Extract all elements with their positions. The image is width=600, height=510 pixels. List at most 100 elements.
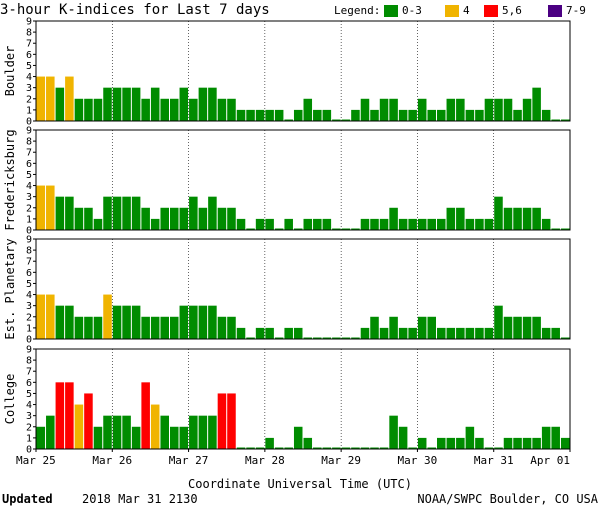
bar-college-33 <box>351 447 360 449</box>
bar-fredericksburg-18 <box>208 196 217 230</box>
bar-boulder-19 <box>217 98 227 121</box>
bar-fredericksburg-23 <box>255 218 265 230</box>
bar-fredericksburg-14 <box>170 207 179 230</box>
bar-boulder-43 <box>446 98 456 121</box>
bar-est-planetary-0 <box>36 294 46 339</box>
bar-est-planetary-34 <box>360 327 370 339</box>
y-tick-label-est-planetary-0: 0 <box>26 335 32 346</box>
x-tick-label-mar-26: Mar 26 <box>92 454 132 467</box>
bar-boulder-14 <box>170 98 179 121</box>
y-tick-label-boulder-3: 3 <box>26 83 32 94</box>
bar-fredericksburg-7 <box>103 196 112 230</box>
legend-swatch-7-9 <box>548 5 562 17</box>
bar-fredericksburg-52 <box>532 207 541 230</box>
bar-est-planetary-18 <box>208 305 217 339</box>
bar-boulder-23 <box>255 109 265 121</box>
bar-college-23 <box>255 447 265 449</box>
bar-est-planetary-52 <box>532 316 541 339</box>
bar-fredericksburg-30 <box>322 218 332 230</box>
bar-boulder-38 <box>398 109 408 121</box>
bar-college-55 <box>560 437 570 449</box>
legend-label: Legend: <box>334 4 380 17</box>
bar-college-11 <box>141 382 150 449</box>
bar-boulder-18 <box>208 87 217 121</box>
legend-item-0-3: 0-3 <box>402 4 422 17</box>
bar-boulder-51 <box>522 98 532 121</box>
bar-fredericksburg-31 <box>332 228 341 230</box>
panel-frame-est-planetary <box>35 238 571 340</box>
bar-est-planetary-36 <box>379 327 389 339</box>
y-tick-label-college-5: 5 <box>26 389 32 400</box>
y-tick-label-est-planetary-7: 7 <box>26 257 32 268</box>
x-tick-label-mar-29: Mar 29 <box>321 454 361 467</box>
y-tick-label-est-planetary-1: 1 <box>26 323 32 334</box>
bar-boulder-36 <box>379 98 389 121</box>
bar-est-planetary-23 <box>255 327 265 339</box>
bar-college-44 <box>456 437 465 449</box>
y-tick-label-est-planetary-4: 4 <box>26 290 32 301</box>
bar-boulder-25 <box>274 109 284 121</box>
bar-boulder-22 <box>246 109 255 121</box>
bar-boulder-3 <box>65 76 74 121</box>
bar-boulder-8 <box>112 87 122 121</box>
bar-est-planetary-14 <box>170 316 179 339</box>
bar-boulder-39 <box>408 109 417 121</box>
bar-college-48 <box>494 447 503 449</box>
bar-college-13 <box>160 415 169 449</box>
bar-est-planetary-40 <box>417 316 427 339</box>
x-tick-label-mar-27: Mar 27 <box>169 454 209 467</box>
bar-est-planetary-48 <box>494 305 503 339</box>
bar-college-45 <box>465 426 475 449</box>
bar-fredericksburg-19 <box>217 207 227 230</box>
y-tick-label-boulder-7: 7 <box>26 39 32 50</box>
bar-boulder-0 <box>36 76 46 121</box>
y-tick-label-boulder-4: 4 <box>26 72 32 83</box>
y-tick-label-fredericksburg-5: 5 <box>26 170 32 181</box>
bar-college-28 <box>303 437 313 449</box>
y-tick-label-boulder-0: 0 <box>26 117 32 128</box>
bar-fredericksburg-53 <box>541 218 551 230</box>
y-tick-label-college-7: 7 <box>26 367 32 378</box>
bar-boulder-27 <box>293 109 303 121</box>
y-tick-label-boulder-8: 8 <box>26 28 32 39</box>
y-tick-label-fredericksburg-2: 2 <box>26 203 32 214</box>
bar-est-planetary-43 <box>446 327 456 339</box>
panel-frame-college <box>35 348 571 450</box>
bar-est-planetary-20 <box>227 316 236 339</box>
bar-est-planetary-35 <box>370 316 379 339</box>
bar-boulder-6 <box>93 98 103 121</box>
bar-fredericksburg-45 <box>465 218 475 230</box>
bar-college-2 <box>55 382 65 449</box>
bar-est-planetary-44 <box>456 327 465 339</box>
bar-college-47 <box>484 447 494 449</box>
bar-fredericksburg-5 <box>84 207 93 230</box>
bar-boulder-55 <box>560 119 570 121</box>
bar-boulder-33 <box>351 109 360 121</box>
bar-fredericksburg-24 <box>265 218 274 230</box>
bar-fredericksburg-42 <box>437 218 446 230</box>
bar-college-6 <box>93 426 103 449</box>
bar-fredericksburg-9 <box>122 196 131 230</box>
y-tick-label-college-0: 0 <box>26 445 32 456</box>
bar-est-planetary-47 <box>484 327 494 339</box>
bar-boulder-40 <box>417 98 427 121</box>
bar-boulder-1 <box>46 76 55 121</box>
bar-boulder-7 <box>103 87 112 121</box>
legend: Legend: 0-3 4 5,6 7-9 <box>334 4 586 17</box>
y-tick-label-est-planetary-8: 8 <box>26 246 32 257</box>
bar-college-51 <box>522 437 532 449</box>
bar-college-17 <box>198 415 208 449</box>
bar-est-planetary-50 <box>513 316 522 339</box>
bar-fredericksburg-6 <box>93 218 103 230</box>
bar-fredericksburg-44 <box>456 207 465 230</box>
bar-college-30 <box>322 447 332 449</box>
bar-college-37 <box>389 415 398 449</box>
bar-fredericksburg-51 <box>522 207 532 230</box>
bar-fredericksburg-0 <box>36 185 46 230</box>
bar-est-planetary-4 <box>74 316 84 339</box>
bar-est-planetary-15 <box>179 305 189 339</box>
y-tick-label-fredericksburg-3: 3 <box>26 192 32 203</box>
legend-item-4: 4 <box>463 4 470 17</box>
credit: NOAA/SWPC Boulder, CO USA <box>417 492 598 506</box>
